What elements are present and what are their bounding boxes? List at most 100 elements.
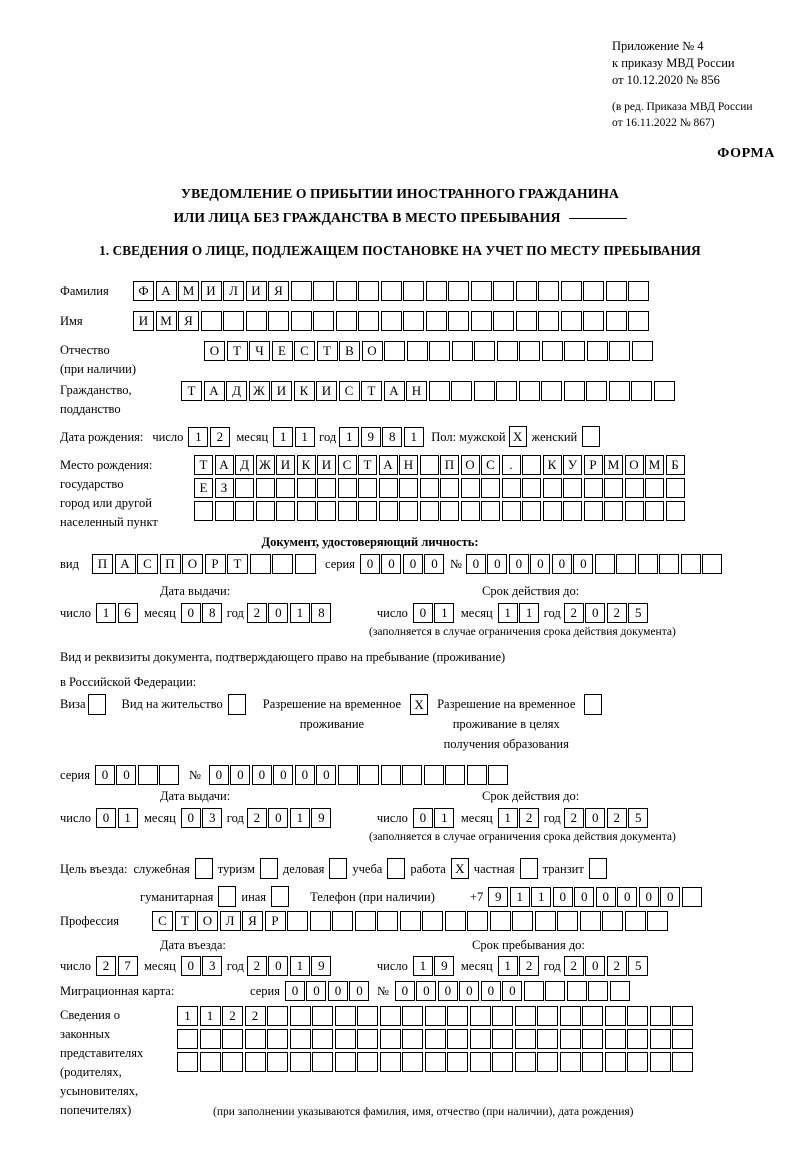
char-cell[interactable]	[470, 281, 492, 301]
char-cell[interactable]	[672, 1029, 693, 1049]
char-cell[interactable]	[586, 341, 608, 361]
char-cell[interactable]	[380, 311, 402, 331]
char-cell[interactable]	[665, 501, 685, 521]
char-cell[interactable]	[470, 311, 492, 331]
char-cell[interactable]	[624, 911, 646, 931]
char-cell[interactable]: 9	[488, 886, 509, 907]
char-cell[interactable]	[645, 501, 664, 521]
char-cell[interactable]: 2	[209, 426, 230, 447]
char-cell[interactable]	[422, 911, 443, 931]
char-cell[interactable]: К	[542, 455, 562, 475]
char-cell[interactable]	[469, 1052, 491, 1072]
char-cell[interactable]	[424, 1006, 446, 1026]
char-cell[interactable]	[358, 478, 377, 498]
char-cell[interactable]	[604, 501, 623, 521]
char-cell[interactable]	[425, 311, 447, 331]
char-cell[interactable]	[313, 311, 334, 331]
char-cell[interactable]	[514, 1006, 536, 1026]
char-cell[interactable]: Р	[583, 455, 603, 475]
char-cell[interactable]	[399, 478, 418, 498]
char-cell[interactable]	[244, 1029, 266, 1049]
char-cell[interactable]: Е	[194, 478, 213, 498]
char-cell[interactable]	[447, 1029, 468, 1049]
char-cell[interactable]: О	[460, 455, 480, 475]
char-cell[interactable]	[402, 1052, 423, 1072]
char-cell[interactable]: 1	[177, 1006, 198, 1026]
char-cell[interactable]	[473, 381, 495, 401]
char-cell[interactable]	[534, 911, 556, 931]
char-cell[interactable]: 0	[230, 765, 251, 785]
char-cell[interactable]	[223, 311, 244, 331]
char-cell[interactable]	[337, 478, 357, 498]
char-cell[interactable]	[542, 478, 562, 498]
char-cell[interactable]	[519, 341, 540, 361]
char-cell[interactable]: 0	[381, 554, 402, 574]
birthplace-row-3-input[interactable]	[194, 501, 686, 521]
char-cell[interactable]	[645, 478, 664, 498]
char-cell[interactable]: 6	[117, 603, 138, 623]
char-cell[interactable]	[515, 281, 537, 301]
char-cell[interactable]	[317, 478, 336, 498]
char-cell[interactable]: 1	[188, 426, 209, 447]
char-cell[interactable]: Р	[204, 554, 226, 574]
char-cell[interactable]	[460, 501, 480, 521]
char-cell[interactable]: 2	[606, 808, 627, 828]
char-cell[interactable]	[515, 311, 537, 331]
char-cell[interactable]: Д	[235, 455, 254, 475]
char-cell[interactable]	[541, 381, 562, 401]
char-cell[interactable]	[493, 281, 514, 301]
char-cell[interactable]: 0	[487, 554, 508, 574]
char-cell[interactable]	[563, 478, 582, 498]
char-cell[interactable]: 2	[519, 956, 540, 976]
char-cell[interactable]	[379, 1052, 401, 1072]
char-cell[interactable]: 5	[628, 956, 649, 976]
char-cell[interactable]: 0	[349, 981, 370, 1001]
char-cell[interactable]	[469, 1029, 491, 1049]
char-cell[interactable]: А	[155, 281, 177, 301]
char-cell[interactable]	[481, 478, 500, 498]
char-cell[interactable]: 0	[574, 886, 595, 907]
char-cell[interactable]	[402, 765, 423, 785]
char-cell[interactable]	[474, 341, 495, 361]
char-cell[interactable]	[428, 381, 450, 401]
char-cell[interactable]: 0	[306, 981, 327, 1001]
char-cell[interactable]	[496, 341, 518, 361]
char-cell[interactable]: А	[383, 381, 405, 401]
char-cell[interactable]	[222, 1052, 243, 1072]
char-cell[interactable]	[637, 554, 658, 574]
char-cell[interactable]	[649, 1052, 671, 1072]
char-cell[interactable]	[317, 501, 336, 521]
char-cell[interactable]	[582, 1029, 603, 1049]
char-cell[interactable]	[537, 1029, 558, 1049]
char-cell[interactable]: П	[440, 455, 459, 475]
char-cell[interactable]	[289, 1029, 311, 1049]
char-cell[interactable]	[289, 1052, 311, 1072]
char-cell[interactable]: 0	[585, 603, 606, 623]
char-cell[interactable]	[425, 281, 447, 301]
char-cell[interactable]	[379, 1029, 401, 1049]
char-cell[interactable]	[399, 501, 418, 521]
char-cell[interactable]	[653, 381, 675, 401]
char-cell[interactable]	[628, 311, 649, 331]
char-cell[interactable]: Ф	[133, 281, 154, 301]
char-cell[interactable]	[481, 501, 500, 521]
temp-residence-checkbox[interactable]: X	[410, 694, 429, 715]
char-cell[interactable]: 5	[628, 603, 649, 623]
char-cell[interactable]: 1	[289, 808, 310, 828]
char-cell[interactable]	[672, 1052, 693, 1072]
char-cell[interactable]: А	[203, 381, 225, 401]
char-cell[interactable]	[563, 501, 582, 521]
char-cell[interactable]: 0	[316, 765, 337, 785]
char-cell[interactable]: 0	[116, 765, 137, 785]
char-cell[interactable]: 1	[519, 603, 540, 623]
